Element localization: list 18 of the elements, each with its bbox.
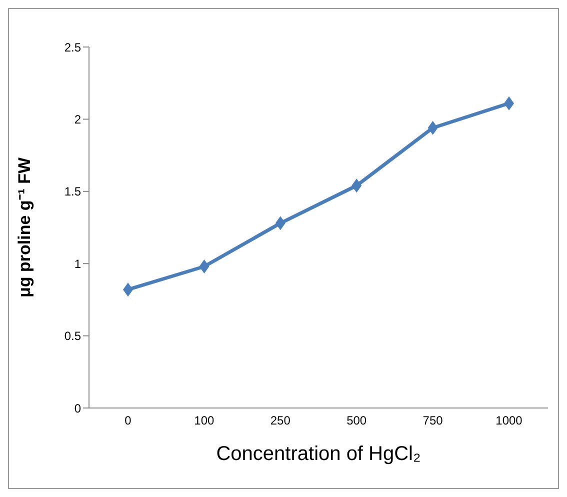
y-tick-label: 1: [74, 256, 82, 271]
y-tick-label: 0.5: [64, 329, 82, 344]
y-axis-title: μg proline g⁻¹ FW: [15, 156, 34, 298]
y-tick-label: 2: [74, 112, 82, 126]
y-tick-label: 2.5: [64, 40, 82, 54]
x-tick-label: 100: [194, 414, 215, 428]
x-tick-label: 250: [270, 414, 291, 428]
point: [275, 216, 286, 230]
x-axis-title: Concentration of HgCl₂: [216, 443, 421, 465]
x-tick-label: 500: [346, 414, 367, 428]
x-tick-label: 1000: [496, 414, 523, 428]
x-tick-label: 750: [422, 414, 444, 428]
point: [428, 120, 438, 135]
y-tick-label: 1.5: [64, 184, 82, 199]
y-tick-label: 0: [74, 401, 82, 416]
point: [352, 178, 362, 193]
x-tick-label: 0: [124, 414, 132, 428]
point: [199, 259, 210, 274]
